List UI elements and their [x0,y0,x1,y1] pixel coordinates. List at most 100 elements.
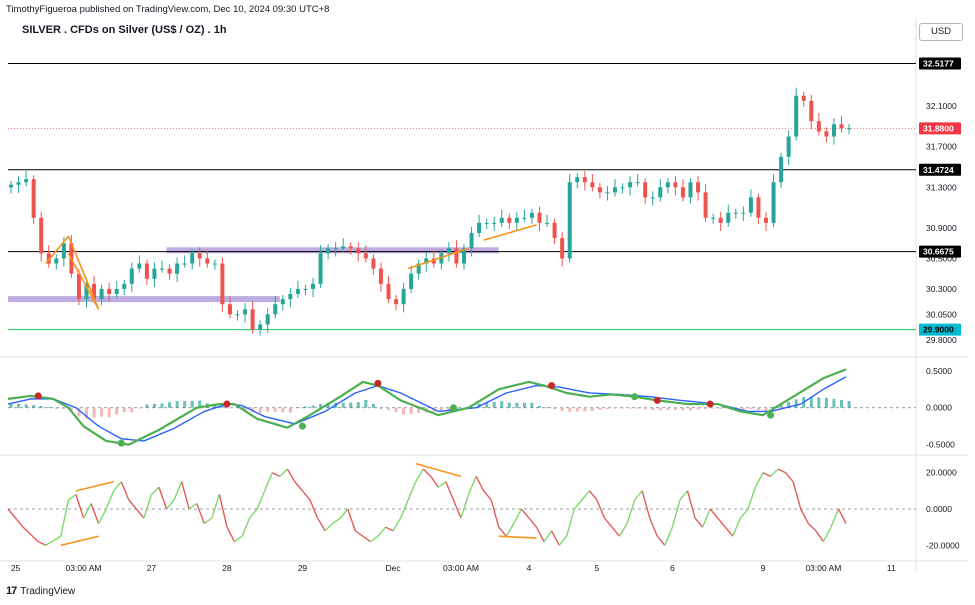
mom-segment [498,526,507,537]
mom-segment [837,508,847,524]
osc-histogram-bar [251,407,255,412]
osc-histogram-bar [243,407,247,411]
mom-tick-label: -20.0000 [926,540,960,550]
candle-body [756,197,761,218]
candle-body [628,182,633,188]
osc-histogram-bar [840,399,843,408]
osc-histogram-bar [62,407,66,410]
mom-segment [543,530,553,543]
osc-histogram-bar [175,401,179,408]
candle-body [24,179,29,183]
osc-histogram-bar [9,403,13,408]
candle-body [152,268,157,279]
candle-body [76,273,81,300]
candle-body [318,253,323,284]
candle-body [764,217,768,223]
osc-histogram-bar [545,407,549,409]
mom-segment [550,530,560,546]
osc-histogram-bar [485,402,489,408]
mom-segment [377,526,387,537]
osc-histogram-bar [809,397,813,408]
mom-trendline-2 [415,462,462,478]
time-tick-label: 03:00 AM [443,563,479,573]
osc-cross-up-dot [117,439,125,447]
mom-segment [22,526,39,543]
osc-histogram-bar [741,407,745,410]
mom-segment [490,499,500,528]
osc-cross-down-dot [223,400,231,408]
candle-body [114,288,119,295]
mom-segment [754,472,764,488]
mom-segment [445,481,455,501]
level-tag-2-bg [919,245,961,258]
candle-body [144,263,149,279]
candle-body [748,197,753,213]
mom-segment [701,508,711,528]
candle-body [424,258,429,264]
candle-body [469,233,474,249]
candle-body [635,182,640,184]
candle-body [416,263,421,274]
mom-segment [369,535,379,543]
candle-body [122,283,127,289]
mom-segment [180,481,190,510]
logo-text: TradingView [20,585,76,597]
osc-histogram-bar [530,402,534,408]
osc-histogram-bar [394,407,398,413]
mom-segment [332,517,341,525]
time-tick-label: 4 [527,563,532,573]
candle-body [839,124,844,129]
candle-body [529,212,534,218]
price-tick-label: 30.5000 [926,253,957,263]
candle-body [220,263,225,305]
candles [9,87,852,336]
candle-body [16,182,21,185]
mom-segment [97,508,107,524]
osc-histogram-bar [402,407,406,415]
mom-segment [513,508,523,524]
osc-histogram-bar [575,407,579,412]
mom-segment [354,530,364,537]
currency-button[interactable]: USD [919,23,963,41]
osc-histogram-bar [704,407,708,410]
osc-histogram-bar [651,407,655,410]
candle-body [522,217,527,219]
time-tick-label: Dec [385,563,401,573]
osc-histogram-bar [658,407,662,411]
osc-histogram-bar [160,403,164,408]
candle-body [137,263,142,269]
candle-body [160,268,164,270]
osc-histogram-bar [409,407,413,414]
candle-body [84,283,89,300]
candle-body [295,288,300,295]
mom-segment [37,541,47,546]
osc-cross-down-dot [706,400,714,408]
candle-body [492,222,497,224]
osc-histogram-bar [772,406,776,408]
current-price-tag-bg [919,122,961,135]
osc-histogram-bar [673,407,677,411]
mom-segment [120,481,130,501]
oscillator-axis: 0.5000 0.0000 -0.5000 [926,366,955,450]
candle-body [371,258,376,269]
osc-histogram-bar [583,407,587,412]
osc-histogram-bar [515,402,519,408]
mom-segment [686,490,696,519]
mom-segment [422,468,432,477]
chart-title: SILVER . CFDs on Silver (US$ / OZ) . 1h [22,24,227,36]
mom-segment [830,508,840,528]
osc-cross-up-dot [449,404,457,412]
candle-body [816,121,821,132]
osc-histogram-bar [236,407,239,408]
time-tick-label: 03:00 AM [805,563,841,573]
osc-histogram-bar [281,407,285,413]
osc-histogram-bar [681,407,685,411]
osc-histogram-bar [711,407,715,409]
osc-histogram-bar [213,404,217,408]
zone-1 [166,247,499,254]
candle-body [771,182,776,223]
osc-histogram-bar [621,407,625,409]
candle-body [273,304,278,315]
mom-segment [45,535,62,546]
